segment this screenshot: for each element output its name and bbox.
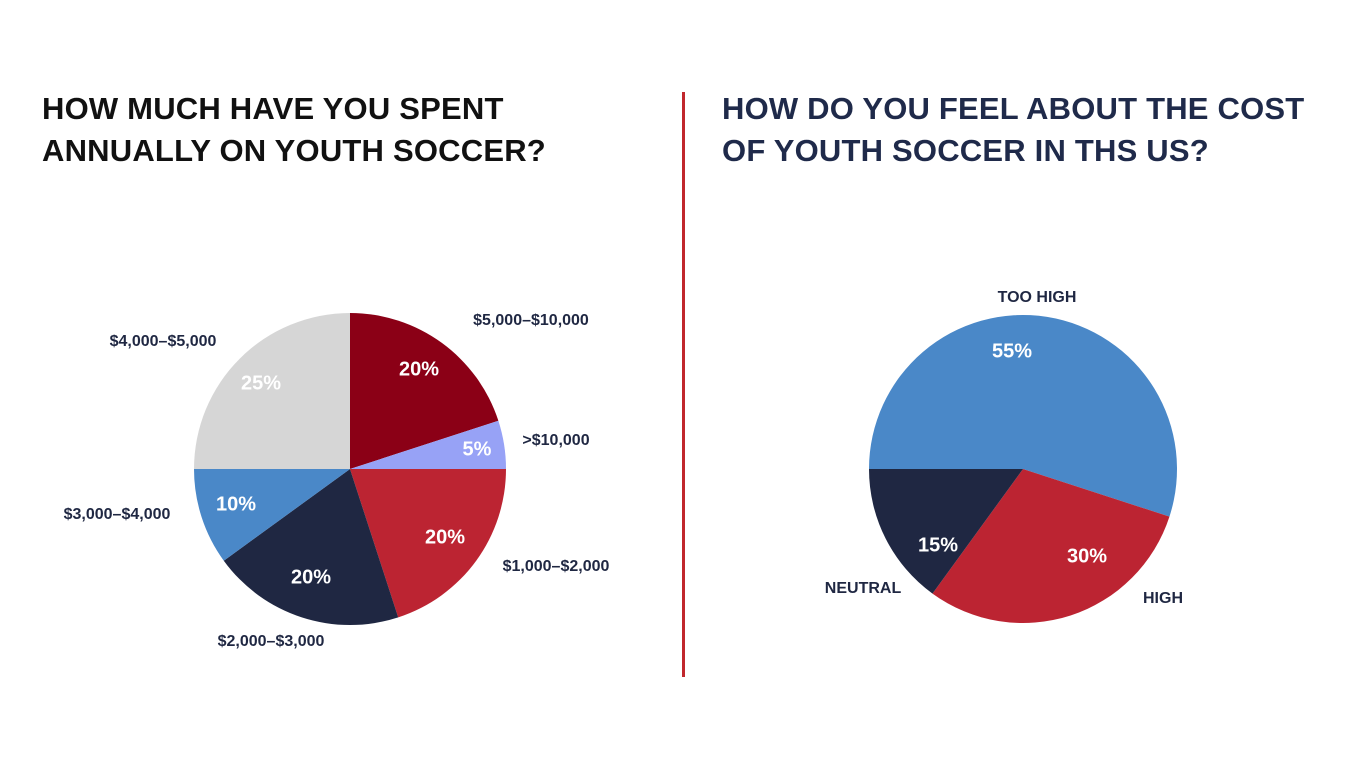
- pie-slice-2-000-3-000: [223, 469, 399, 625]
- chart-title-cost-feeling: HOW DO YOU FEEL ABOUT THE COST OF YOUTH …: [722, 91, 1305, 168]
- pie-slice-10-000: [350, 420, 506, 469]
- slice-value-label: 10%: [216, 493, 256, 515]
- pie-slice-1-000-2-000: [350, 469, 506, 618]
- slice-value-label: 30%: [1067, 545, 1107, 567]
- slice-value-label: 20%: [399, 358, 439, 380]
- slice-category-label: NEUTRAL: [825, 580, 902, 597]
- slice-category-label: TOO HIGH: [998, 289, 1077, 306]
- slice-value-label: 20%: [425, 526, 465, 548]
- slice-category-label: $5,000–$10,000: [473, 312, 589, 329]
- pie-slice-3-000-4-000: [194, 469, 350, 561]
- pie-slice-5-000-10-000: [350, 313, 499, 469]
- pie-slice-high: [932, 469, 1170, 624]
- slice-category-label: HIGH: [1143, 590, 1183, 607]
- pie-slice-4-000-5-000: [194, 313, 350, 469]
- pie-chart-spending: 20% $5,000–$10,000 5% >$10,000 20% $1,000–$2,…: [64, 312, 610, 650]
- slice-category-label: $3,000–$4,000: [64, 506, 171, 523]
- slice-value-label: 20%: [291, 566, 331, 588]
- slice-value-label: 55%: [992, 340, 1032, 362]
- slice-category-label: >$10,000: [522, 432, 589, 449]
- slice-category-label: $4,000–$5,000: [110, 333, 217, 350]
- slice-category-label: $1,000–$2,000: [503, 558, 610, 575]
- slice-value-label: 5%: [463, 438, 492, 460]
- slice-value-label: 25%: [241, 372, 281, 394]
- pie-slice-too-high: [869, 314, 1177, 517]
- pie-slice-neutral: [869, 469, 1023, 594]
- chart-title-spending: HOW MUCH HAVE YOU SPENT ANNUALLY ON YOUT…: [42, 91, 546, 168]
- slice-value-label: 15%: [918, 534, 958, 556]
- column-divider: [682, 92, 685, 677]
- slice-category-label: $2,000–$3,000: [218, 633, 325, 650]
